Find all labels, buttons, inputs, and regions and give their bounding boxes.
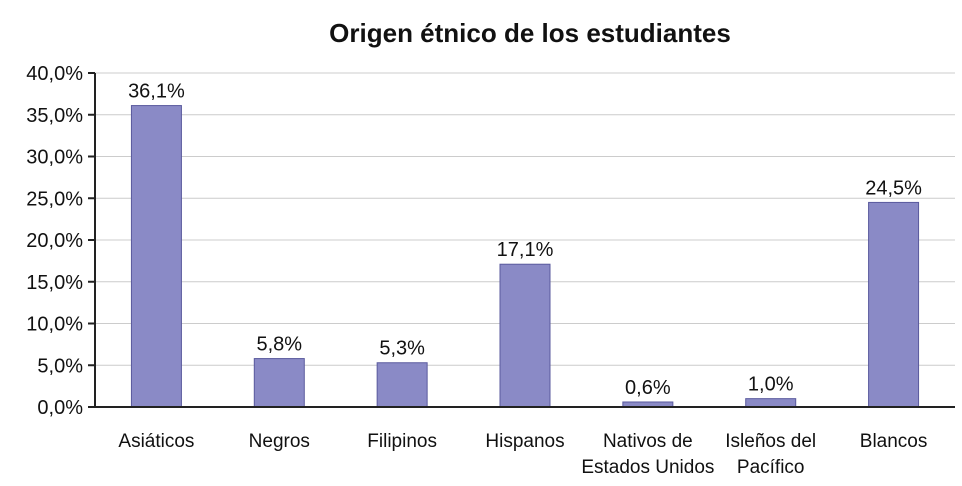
- data-label: 5,3%: [379, 338, 425, 360]
- bar: [253, 358, 305, 408]
- y-tick-label: 25,0%: [26, 188, 83, 210]
- category-label: Isleños del Pacífico: [725, 431, 816, 478]
- chart-title: Origen étnico de los estudiantes: [329, 18, 731, 48]
- bar: [868, 201, 920, 408]
- category-label-line: Isleños del: [725, 431, 816, 452]
- category-label-line: Filipinos: [367, 431, 437, 452]
- category-label-line: Hispanos: [485, 431, 564, 452]
- data-label: 36,1%: [128, 81, 185, 103]
- axes: [88, 72, 955, 408]
- data-label: 1,0%: [748, 374, 794, 396]
- labels: 0,0% 5,0% 10,0% 15,0% 20,0% 25,0% 30,0% 35,0% 40…: [26, 63, 927, 478]
- category-label-line: Blancos: [860, 431, 928, 452]
- y-tick-label: 40,0%: [26, 63, 83, 85]
- y-tick-label: 15,0%: [26, 272, 83, 294]
- bar: [499, 263, 551, 408]
- y-tick-label: 5,0%: [37, 355, 83, 377]
- bars: [130, 105, 920, 408]
- category-label: Nativos de Estados Unidos: [581, 431, 714, 478]
- bar: [130, 105, 182, 408]
- data-label: 0,6%: [625, 377, 671, 399]
- category-label-line: Asiáticos: [118, 431, 194, 452]
- bar: [745, 398, 797, 408]
- category-label: Negros: [249, 431, 310, 452]
- category-label: Filipinos: [367, 431, 437, 452]
- y-tick-label: 30,0%: [26, 147, 83, 169]
- category-label-line: Negros: [249, 431, 310, 452]
- category-label: Blancos: [860, 431, 928, 452]
- y-tick-label: 35,0%: [26, 105, 83, 127]
- category-label-line: Pacífico: [737, 457, 805, 478]
- y-tick-label: 0,0%: [37, 397, 83, 419]
- data-label: 5,8%: [256, 334, 302, 356]
- category-label: Asiáticos: [118, 431, 194, 452]
- data-label: 17,1%: [497, 239, 554, 261]
- data-label: 24,5%: [865, 177, 922, 199]
- category-label-line: Nativos de: [603, 431, 693, 452]
- y-tick-label: 10,0%: [26, 314, 83, 336]
- y-tick-label: 20,0%: [26, 230, 83, 252]
- category-label: Hispanos: [485, 431, 564, 452]
- bar: [376, 362, 428, 408]
- category-label-line: Estados Unidos: [581, 457, 714, 478]
